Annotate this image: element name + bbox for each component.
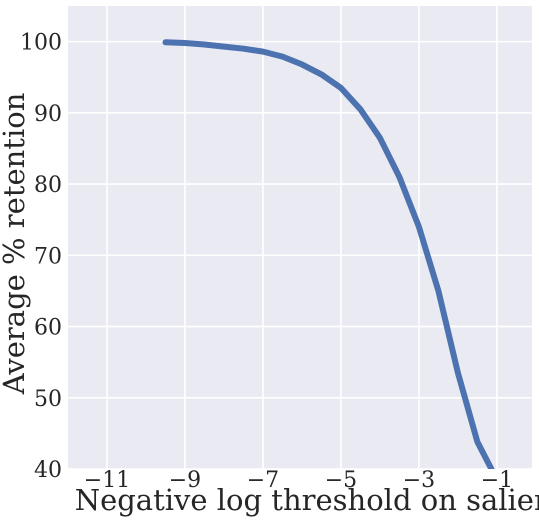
series-line	[162, 39, 495, 469]
y-tick-label: 80	[34, 173, 62, 198]
y-axis-label: Average % retention	[0, 93, 31, 396]
y-tick-label: 40	[34, 458, 62, 483]
x-tick-labels: −11 −9 −7 −5 −3 −1	[84, 468, 513, 493]
x-tick-label: −3	[403, 468, 435, 493]
grid-lines	[68, 6, 532, 470]
x-tick-label: −1	[481, 468, 513, 493]
y-tick-label: 60	[34, 316, 62, 341]
y-tick-label: 90	[34, 102, 62, 127]
y-tick-labels: 40 50 60 70 80 90 100	[20, 31, 62, 483]
x-tick-label: −5	[325, 468, 357, 493]
y-tick-label: 100	[20, 31, 62, 56]
y-tick-label: 50	[34, 387, 62, 412]
data-series	[162, 39, 495, 469]
x-tick-label: −9	[169, 468, 201, 493]
x-axis-label: Negative log threshold on saliency	[75, 483, 539, 517]
y-tick-label: 70	[34, 244, 62, 269]
x-tick-label: −11	[84, 468, 130, 493]
x-tick-label: −7	[247, 468, 279, 493]
plot-background	[68, 6, 532, 469]
